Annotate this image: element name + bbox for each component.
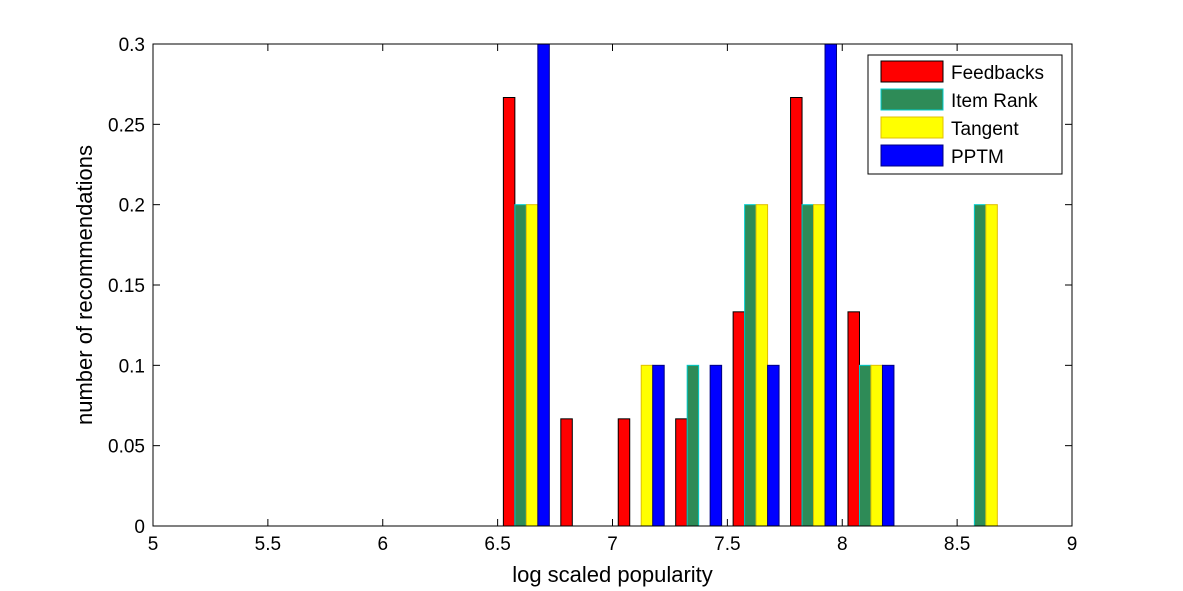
legend-swatch-feedbacks: [880, 60, 944, 83]
bar-item-rank: [514, 204, 527, 527]
bar-item-rank: [801, 204, 815, 527]
y-tick-label: 0.05: [108, 437, 145, 458]
x-tick-label: 8.5: [944, 534, 970, 555]
bar-feedbacks: [502, 97, 516, 527]
legend-swatch-pptm: [880, 144, 944, 167]
x-tick-label: 8: [837, 534, 848, 555]
y-tick-label: 0: [134, 517, 145, 538]
legend-items: Feedbacks Item Rank Tangent PPTM: [880, 60, 1044, 168]
legend: Feedbacks Item Rank Tangent PPTM: [867, 54, 1063, 175]
bar-item-rank: [744, 204, 757, 527]
x-tick-label: 6.5: [484, 534, 510, 555]
bar-item-rank: [973, 204, 987, 527]
bar-feedbacks: [560, 418, 573, 527]
x-tick-label: 6: [377, 534, 388, 555]
bar-pptm: [652, 364, 665, 527]
bar-item-rank: [686, 364, 700, 527]
legend-label-item-rank: Item Rank: [951, 91, 1038, 112]
x-tick-label: 5: [148, 534, 159, 555]
y-tick-label: 0.1: [119, 356, 145, 377]
x-tick-label: 9: [1067, 534, 1078, 555]
legend-swatch-tangent: [880, 116, 944, 139]
bar-pptm: [537, 43, 550, 527]
bar-pptm: [709, 364, 723, 527]
ticks-layer: 5 5.5 6 6.5 7 7.5 8 8.5 9 0 0.05 0.1 0.15 0.2 0.25 0.3: [108, 35, 1077, 555]
x-tick-label: 5.5: [255, 534, 281, 555]
legend-label-tangent: Tangent: [951, 119, 1019, 140]
bars-layer: [502, 43, 998, 527]
bar-tangent: [813, 204, 826, 527]
x-axis-label: log scaled popularity: [512, 562, 713, 587]
bar-pptm: [767, 364, 780, 527]
y-tick-label: 0.15: [108, 276, 145, 297]
bar-pptm: [881, 364, 895, 527]
bar-tangent: [525, 204, 539, 527]
legend-label-pptm: PPTM: [951, 147, 1004, 168]
bar-tangent: [640, 364, 654, 527]
x-tick-label: 7: [607, 534, 618, 555]
legend-label-feedbacks: Feedbacks: [951, 63, 1044, 84]
bar-feedbacks: [790, 97, 803, 527]
y-tick-label: 0.2: [119, 196, 145, 217]
y-tick-label: 0.3: [119, 35, 145, 56]
bar-feedbacks: [732, 311, 746, 527]
bar-tangent: [755, 204, 769, 527]
y-axis-label: number of recommendations: [72, 145, 97, 425]
bar-tangent: [985, 204, 998, 527]
bar-feedbacks: [617, 418, 631, 527]
x-tick-label: 7.5: [714, 534, 740, 555]
bar-pptm: [824, 43, 838, 527]
bar-feedbacks: [675, 418, 688, 527]
bar-tangent: [870, 364, 883, 527]
bar-item-rank: [858, 364, 872, 527]
legend-swatch-item-rank: [880, 88, 944, 111]
bar-feedbacks: [847, 311, 860, 527]
y-tick-label: 0.25: [108, 115, 145, 136]
